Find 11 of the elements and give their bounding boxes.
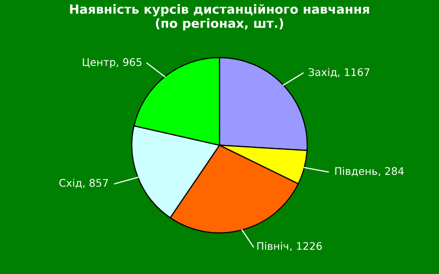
data-label: , 1167: [338, 68, 370, 78]
slice-label: Захід: [308, 68, 337, 78]
slice-label: Центр: [82, 58, 116, 68]
data-label: , 1226: [290, 242, 322, 252]
slice-label: Північ: [257, 242, 288, 250]
data-label: , 284: [378, 167, 404, 176]
slice-label: Схід: [59, 178, 82, 188]
data-label: , 965: [116, 58, 142, 68]
slice-label: Південь: [335, 166, 378, 176]
data-label: , 857: [83, 178, 108, 188]
chart-title: Наявність курсів дистанційного навчання (по регіонах, шт.): [70, 4, 370, 30]
